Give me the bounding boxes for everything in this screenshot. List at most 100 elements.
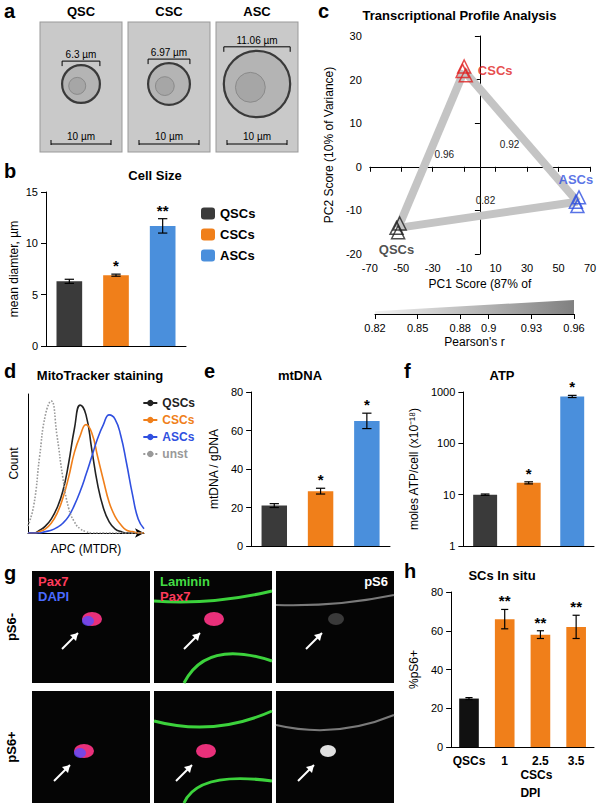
svg-text:QSCs: QSCs xyxy=(453,754,486,768)
svg-text:30: 30 xyxy=(350,30,362,42)
svg-text:**: ** xyxy=(535,614,547,631)
svg-text:-10: -10 xyxy=(456,262,472,274)
svg-text:ASC: ASC xyxy=(243,4,271,19)
svg-text:0.96: 0.96 xyxy=(435,149,455,160)
svg-text:*: * xyxy=(113,257,119,274)
svg-text:0.9: 0.9 xyxy=(481,322,496,334)
svg-text:APC (MTDR): APC (MTDR) xyxy=(51,542,122,556)
svg-text:0: 0 xyxy=(356,161,362,173)
svg-text:5: 5 xyxy=(32,289,38,301)
svg-text:50: 50 xyxy=(552,262,564,274)
svg-text:CSCs: CSCs xyxy=(520,768,552,782)
svg-text:mtDNA: mtDNA xyxy=(278,368,323,383)
svg-text:%pS6+: %pS6+ xyxy=(407,650,421,689)
svg-text:SCs In situ: SCs In situ xyxy=(468,568,535,583)
svg-text:70: 70 xyxy=(584,262,596,274)
svg-text:0.96: 0.96 xyxy=(563,322,584,334)
svg-text:0.92: 0.92 xyxy=(500,139,520,150)
svg-text:10: 10 xyxy=(26,237,38,249)
svg-text:60: 60 xyxy=(431,625,443,637)
svg-text:0: 0 xyxy=(237,540,243,552)
svg-text:QSCs: QSCs xyxy=(379,242,414,257)
svg-text:2.5: 2.5 xyxy=(532,754,549,768)
svg-text:20: 20 xyxy=(431,702,443,714)
svg-text:Pearson's r: Pearson's r xyxy=(444,335,504,349)
svg-text:moles ATP/cell (x10⁻¹⁸): moles ATP/cell (x10⁻¹⁸) xyxy=(407,408,421,530)
svg-text:20: 20 xyxy=(231,502,243,514)
svg-text:10: 10 xyxy=(490,262,502,274)
svg-text:1: 1 xyxy=(501,754,508,768)
svg-text:QSCs: QSCs xyxy=(220,206,255,221)
svg-text:Cell Size: Cell Size xyxy=(128,168,181,183)
svg-text:QSCs: QSCs xyxy=(162,396,195,410)
svg-text:unst: unst xyxy=(162,447,187,461)
svg-text:MitoTracker staining: MitoTracker staining xyxy=(37,368,163,383)
svg-text:0.93: 0.93 xyxy=(521,322,542,334)
html-text:g: g xyxy=(4,562,17,584)
svg-text:QSC: QSC xyxy=(67,4,96,19)
svg-text:1000: 1000 xyxy=(431,386,455,398)
html-text:d: d xyxy=(4,360,17,382)
svg-text:3.5: 3.5 xyxy=(568,754,585,768)
svg-text:10 µm: 10 µm xyxy=(155,131,183,142)
svg-text:80: 80 xyxy=(231,386,243,398)
svg-text:6.97 µm: 6.97 µm xyxy=(151,47,187,58)
svg-text:0.85: 0.85 xyxy=(407,322,428,334)
svg-text:ATP: ATP xyxy=(489,368,514,383)
svg-text:*: * xyxy=(569,378,575,395)
svg-text:-20: -20 xyxy=(346,248,362,260)
svg-text:ASCs: ASCs xyxy=(559,172,594,187)
svg-text:15: 15 xyxy=(26,186,38,198)
svg-text:pS6: pS6 xyxy=(364,574,388,589)
svg-text:PC2 Score (10% of Variance): PC2 Score (10% of Variance) xyxy=(322,67,336,224)
svg-text:Transcriptional Profile Analys: Transcriptional Profile Analysis xyxy=(363,8,557,23)
svg-text:**: ** xyxy=(570,598,582,615)
svg-text:40: 40 xyxy=(231,463,243,475)
svg-text:DAPI: DAPI xyxy=(38,589,69,604)
svg-text:0: 0 xyxy=(32,340,38,352)
svg-text:CSC: CSC xyxy=(155,4,183,19)
svg-text:-70: -70 xyxy=(362,262,378,274)
svg-text:**: ** xyxy=(499,592,511,609)
svg-text:-10: -10 xyxy=(346,204,362,216)
svg-text:CSCs: CSCs xyxy=(162,413,194,427)
svg-text:*: * xyxy=(526,465,532,482)
svg-text:DPI: DPI xyxy=(520,786,540,800)
svg-text:10: 10 xyxy=(443,489,455,501)
svg-text:PC1 Score (87% of: PC1 Score (87% of xyxy=(429,277,532,291)
svg-text:10: 10 xyxy=(350,117,362,129)
svg-text:0: 0 xyxy=(437,741,443,753)
svg-text:20: 20 xyxy=(350,74,362,86)
svg-text:10 µm: 10 µm xyxy=(243,131,271,142)
svg-text:6.3 µm: 6.3 µm xyxy=(66,49,97,60)
html-text:b: b xyxy=(4,160,17,182)
svg-text:Laminin: Laminin xyxy=(160,574,210,589)
svg-text:-30: -30 xyxy=(425,262,441,274)
svg-text:pS6-: pS6- xyxy=(4,613,19,641)
svg-text:pS6+: pS6+ xyxy=(4,731,19,763)
svg-text:10 µm: 10 µm xyxy=(67,131,95,142)
svg-text:CSCs: CSCs xyxy=(478,63,513,78)
svg-text:0.88: 0.88 xyxy=(450,322,471,334)
svg-text:ASCs: ASCs xyxy=(162,430,194,444)
svg-text:*: * xyxy=(364,396,370,413)
svg-text:mtDNA / gDNA: mtDNA / gDNA xyxy=(207,429,221,509)
svg-text:-50: -50 xyxy=(393,262,409,274)
svg-text:Count: Count xyxy=(7,447,21,480)
svg-text:1: 1 xyxy=(449,540,455,552)
svg-text:*: * xyxy=(318,471,324,488)
svg-text:0.82: 0.82 xyxy=(476,195,496,206)
svg-text:Pax7: Pax7 xyxy=(38,574,68,589)
svg-text:100: 100 xyxy=(437,437,455,449)
svg-text:11.06 µm: 11.06 µm xyxy=(236,35,277,46)
svg-text:30: 30 xyxy=(521,262,533,274)
svg-text:**: ** xyxy=(157,202,169,219)
svg-text:mean diamter, µm: mean diamter, µm xyxy=(7,221,21,317)
svg-text:ASCs: ASCs xyxy=(220,248,255,263)
svg-text:0.82: 0.82 xyxy=(364,322,385,334)
svg-text:80: 80 xyxy=(431,586,443,598)
svg-text:60: 60 xyxy=(231,425,243,437)
svg-text:Pax7: Pax7 xyxy=(160,589,190,604)
svg-text:40: 40 xyxy=(431,664,443,676)
svg-text:CSCs: CSCs xyxy=(220,227,255,242)
